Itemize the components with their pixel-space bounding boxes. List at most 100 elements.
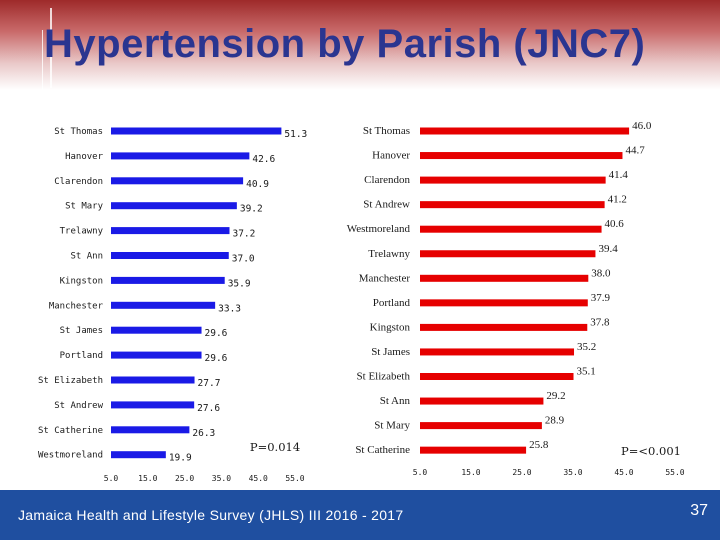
bar (111, 177, 244, 185)
data-label: 29.2 (546, 390, 565, 402)
data-label: 44.7 (625, 145, 645, 157)
category-label: Portland (373, 297, 411, 309)
data-label: 28.9 (545, 415, 565, 427)
category-label: Westmoreland (347, 223, 411, 235)
category-label: St Elizabeth (357, 371, 411, 383)
bar (111, 127, 282, 135)
data-label: 35.9 (228, 278, 251, 289)
x-tick-label: 45.0 (614, 468, 633, 477)
data-label: 27.7 (198, 378, 221, 389)
category-label: St Thomas (363, 125, 410, 137)
data-label: 42.6 (252, 154, 275, 165)
category-label: Kingston (370, 321, 411, 333)
x-tick-label: 55.0 (285, 474, 304, 483)
data-label: 33.3 (218, 303, 241, 314)
data-label: 39.2 (240, 204, 263, 215)
bar (111, 426, 190, 434)
left-bar-chart: St Thomas 51.3 Hanover 42.6 Clarendon 40.9 St … (38, 127, 307, 483)
x-tick-label: 5.0 (413, 468, 428, 477)
category-label: Portland (60, 351, 103, 361)
data-label: 37.2 (232, 229, 255, 240)
x-tick-label: 25.0 (175, 474, 194, 483)
bar (420, 373, 574, 380)
category-label: St Mary (65, 202, 104, 212)
slide-title: Hypertension by Parish (JNC7) (44, 22, 646, 66)
category-label: St James (371, 346, 410, 358)
bar (111, 202, 237, 210)
bar (111, 351, 202, 359)
data-label: 29.6 (205, 353, 228, 364)
p-value-annotation: P=<0.001 (621, 444, 681, 458)
category-label: St Mary (374, 420, 410, 432)
bar (111, 252, 229, 259)
category-label: Kingston (60, 276, 103, 286)
x-tick-label: 35.0 (212, 474, 231, 483)
x-tick-label: 45.0 (249, 474, 268, 483)
bar (111, 276, 225, 284)
x-tick-label: 15.0 (461, 468, 480, 477)
category-label: St Thomas (54, 127, 103, 137)
data-label: 41.2 (608, 194, 627, 206)
bar (111, 401, 195, 409)
x-tick-label: 35.0 (563, 468, 582, 477)
category-label: Hanover (65, 152, 104, 162)
data-label: 37.9 (591, 292, 611, 304)
chart-area: St Thomas 51.3 Hanover 42.6 Clarendon 40.9 St … (38, 120, 685, 483)
bar (111, 376, 195, 384)
x-tick-label: 25.0 (512, 468, 531, 477)
bar (420, 250, 596, 258)
bar (420, 422, 542, 430)
bar (420, 225, 602, 233)
data-label: 46.0 (632, 120, 652, 132)
data-label: 38.0 (591, 267, 611, 279)
category-label: St Catherine (355, 444, 410, 456)
right-bar-chart: St Thomas 46.0 Hanover 44.7 Clarendon 41.4 St … (347, 120, 685, 477)
bar (111, 152, 250, 160)
x-tick-label: 5.0 (104, 474, 119, 483)
category-label: St James (60, 326, 103, 336)
category-label: Clarendon (54, 177, 103, 187)
data-label: 29.6 (205, 328, 228, 339)
category-label: St Ann (70, 252, 103, 262)
bar (111, 326, 202, 334)
data-label: 40.9 (246, 179, 269, 190)
bar (420, 446, 527, 454)
title-banner (0, 0, 720, 90)
category-label: Trelawny (368, 248, 410, 260)
decorative-line (42, 30, 43, 90)
data-label: 35.1 (577, 366, 596, 378)
data-label: 41.4 (609, 169, 629, 181)
category-label: St Ann (380, 395, 411, 407)
category-label: Hanover (372, 150, 410, 162)
data-label: 37.0 (232, 254, 255, 265)
category-label: Clarendon (364, 174, 410, 186)
data-label: 40.6 (605, 218, 625, 230)
footer-bar: Jamaica Health and Lifestyle Survey (JHL… (0, 490, 720, 540)
bar (420, 201, 605, 209)
category-label: Trelawny (60, 227, 104, 237)
category-label: Westmoreland (38, 451, 103, 461)
category-label: St Catherine (38, 426, 103, 436)
bar (420, 348, 575, 356)
slide-number: 37 (690, 502, 708, 519)
bar (420, 152, 623, 160)
data-label: 25.8 (529, 439, 549, 451)
data-label: 51.3 (284, 129, 307, 140)
data-label: 39.4 (598, 243, 618, 255)
category-label: St Elizabeth (38, 376, 103, 386)
bar (420, 176, 606, 184)
p-value-annotation: P=0.014 (250, 440, 300, 454)
bar (420, 274, 589, 282)
bar (111, 227, 230, 235)
bar (111, 451, 166, 459)
footer-source: Jamaica Health and Lifestyle Survey (JHL… (18, 507, 404, 523)
data-label: 26.3 (192, 428, 215, 439)
data-label: 37.8 (590, 316, 610, 328)
category-label: Manchester (49, 301, 104, 311)
x-tick-label: 55.0 (665, 468, 684, 477)
bar (420, 299, 588, 307)
data-label: 19.9 (169, 453, 192, 464)
data-label: 27.6 (197, 403, 220, 414)
bar (420, 397, 544, 405)
bar (420, 127, 630, 135)
